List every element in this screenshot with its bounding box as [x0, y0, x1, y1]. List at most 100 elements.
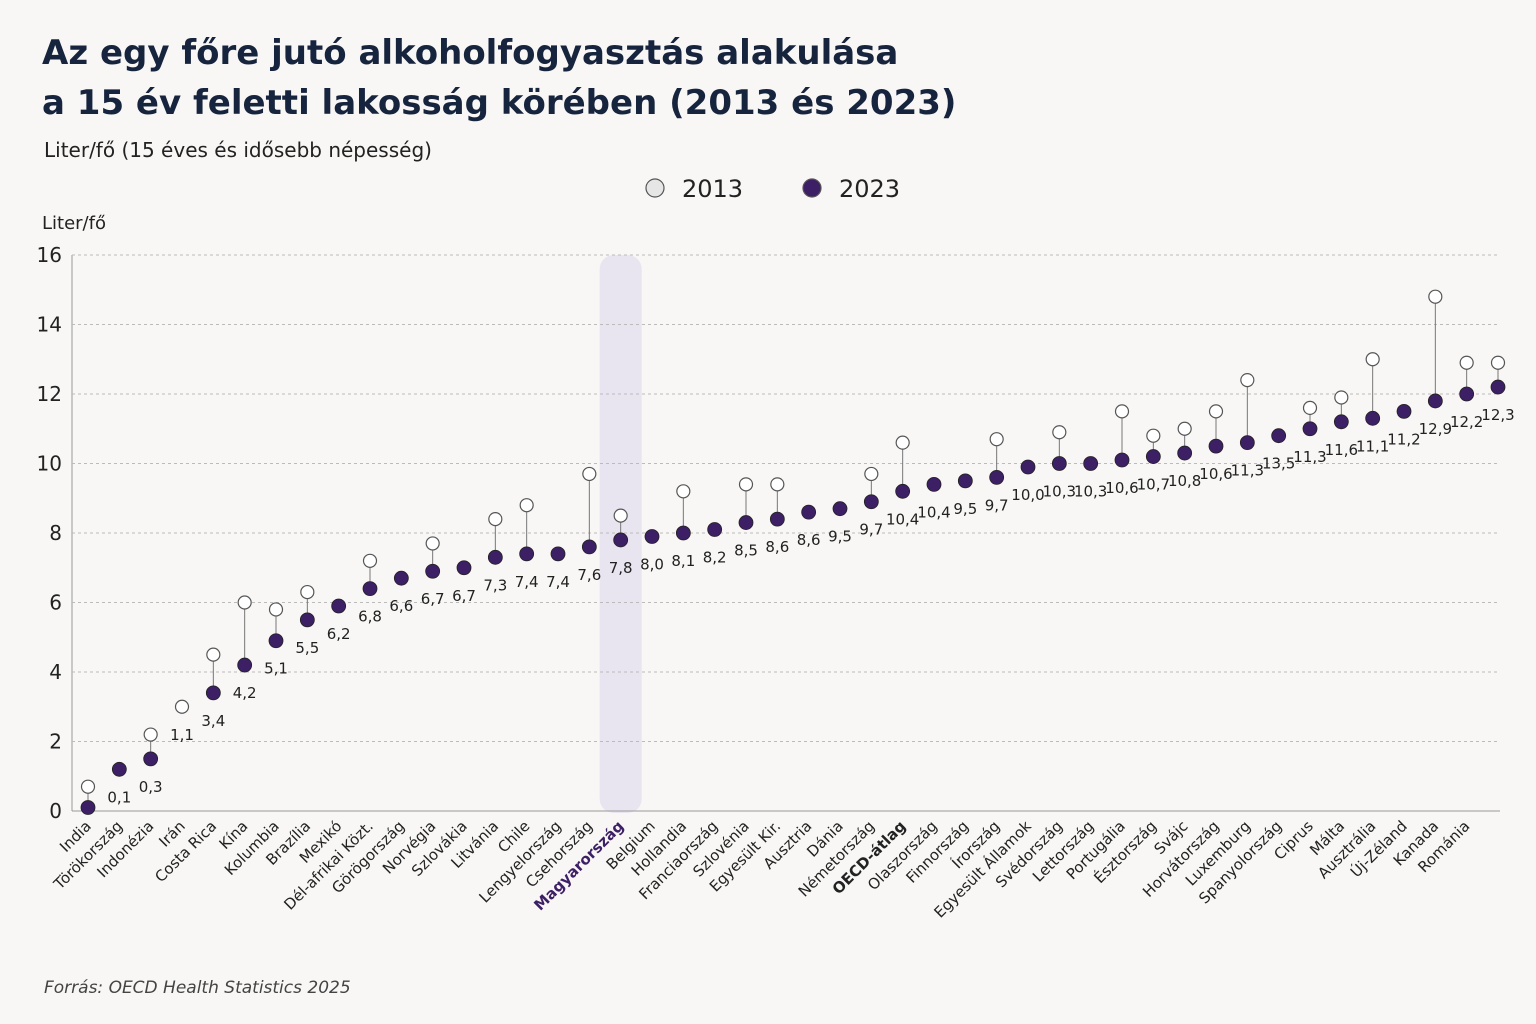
point-label: 12,3	[1481, 406, 1514, 424]
dot-2023	[1365, 410, 1381, 426]
dot-2023	[1490, 379, 1506, 395]
point-label: 10,3	[1074, 483, 1107, 501]
dot-2023	[331, 598, 347, 614]
point-label: 8,5	[734, 542, 758, 560]
dot-2013	[1114, 404, 1130, 419]
dot-2023	[613, 532, 629, 548]
dot-2023	[832, 501, 848, 517]
dot-2013	[237, 595, 252, 610]
source: Forrás: OECD Health Statistics 2025	[44, 978, 351, 998]
point-label: 9,5	[953, 500, 977, 518]
y-tick-label: 14	[37, 313, 62, 337]
point-label: 7,4	[546, 573, 570, 591]
dot-2013	[1459, 355, 1474, 370]
point-label: 10,4	[917, 503, 950, 521]
dot-2023	[143, 751, 159, 767]
point-label: 9,7	[985, 496, 1009, 514]
dot-2013	[268, 602, 284, 617]
point-label: 4,2	[233, 684, 257, 702]
dot-2023	[487, 549, 503, 565]
dot-2023	[1208, 438, 1224, 454]
dot-2023	[1239, 435, 1255, 451]
dot-2013	[1365, 352, 1380, 367]
dot-2023	[989, 469, 1005, 485]
point-label: 11,3	[1293, 448, 1326, 466]
point-label: 9,5	[828, 528, 852, 546]
point-label: 10,0	[1011, 486, 1044, 504]
dot-2023	[1396, 403, 1412, 419]
y-tick-label: 16	[37, 243, 62, 267]
dot-2023	[581, 539, 597, 555]
point-label: 7,6	[577, 566, 601, 584]
point-label: 8,6	[797, 531, 821, 549]
point-label: 10,7	[1137, 476, 1170, 494]
point-label: 7,8	[609, 559, 633, 577]
point-label: 10,6	[1105, 479, 1138, 497]
point-label: 6,8	[358, 608, 382, 626]
point-label: 7,3	[483, 576, 507, 594]
dot-2013	[206, 647, 221, 662]
point-label: 10,3	[1043, 483, 1076, 501]
dot-2023	[1271, 428, 1287, 444]
dot-2023	[550, 546, 566, 562]
dot-2013	[676, 484, 691, 499]
dot-2023	[268, 633, 284, 649]
point-label: 9,7	[859, 521, 883, 539]
dot-2013	[300, 584, 315, 600]
legend-label: 2013	[682, 175, 743, 203]
dot-2013	[582, 466, 597, 482]
dot-2023	[237, 657, 253, 673]
legend-marker	[802, 178, 822, 198]
y-axis-label: Liter/fő	[42, 213, 106, 234]
dot-2013	[1240, 373, 1255, 388]
point-label: 8,1	[671, 552, 695, 570]
chart-subtitle: Liter/fő (15 éves és idősebb népesség)	[44, 138, 432, 162]
y-tick-label: 8	[49, 521, 62, 545]
legend-label: 2023	[839, 175, 900, 203]
dot-2023	[362, 581, 378, 596]
dot-2023	[1051, 456, 1067, 471]
dot-2013	[895, 435, 910, 450]
point-label: 13,5	[1262, 455, 1295, 473]
y-tick-label: 6	[49, 591, 62, 615]
y-tick-label: 10	[37, 452, 62, 476]
dot-2013	[1334, 390, 1349, 405]
dot-2023	[1083, 456, 1099, 471]
dot-2023	[1177, 445, 1193, 461]
point-label: 0,3	[139, 778, 163, 796]
point-label: 12,2	[1450, 413, 1483, 431]
dot-2013	[1208, 404, 1224, 419]
dot-2023	[111, 761, 127, 777]
dot-2023	[707, 522, 723, 537]
dot-2013	[1302, 400, 1318, 415]
dot-2023	[801, 504, 817, 520]
dot-2023	[393, 570, 409, 586]
dot-2013	[425, 536, 440, 551]
dot-2013	[488, 511, 503, 527]
dot-2023	[769, 511, 785, 527]
chart-title: Az egy főre jutó alkoholfogyasztás alaku…	[42, 33, 898, 73]
point-label: 10,8	[1168, 472, 1201, 490]
dot-2023	[1333, 414, 1349, 430]
dot-2013	[80, 779, 96, 794]
dot-2023	[1145, 449, 1161, 464]
point-label: 11,1	[1356, 437, 1389, 455]
point-label: 5,1	[264, 660, 288, 678]
dot-2023	[957, 473, 973, 489]
point-label: 3,4	[201, 712, 225, 730]
point-label: 11,2	[1387, 430, 1420, 448]
dot-2013	[1052, 425, 1067, 440]
point-label: 7,4	[515, 573, 539, 591]
dot-2023	[895, 483, 911, 499]
point-label: 6,2	[327, 625, 351, 643]
dot-2023	[644, 529, 660, 544]
dot-2023	[456, 560, 472, 576]
point-label: 11,3	[1231, 462, 1264, 480]
dot-2013	[1490, 355, 1506, 370]
chart-title: a 15 év feletti lakosság körében (2013 é…	[42, 83, 956, 123]
point-label: 1,1	[170, 726, 194, 744]
dot-2023	[863, 494, 879, 510]
dot-2023	[675, 525, 691, 541]
dot-2013	[864, 466, 879, 482]
